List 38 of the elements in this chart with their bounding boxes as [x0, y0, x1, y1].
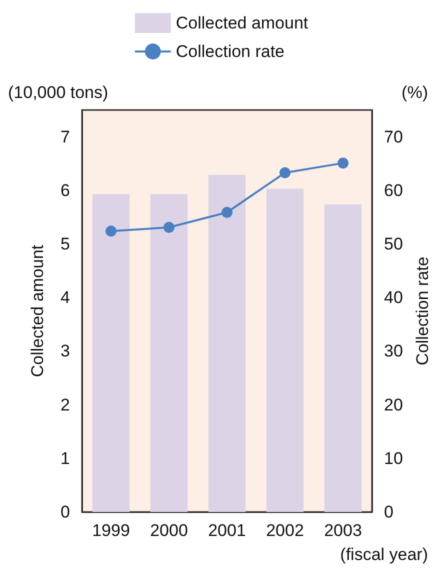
- y-axis-title: Collected amount: [28, 244, 47, 378]
- y2-tick-label: 40: [384, 288, 403, 308]
- x-tick-label: 2000: [150, 521, 188, 540]
- x-tick-label: 2002: [266, 521, 304, 540]
- y2-axis-title: Collection rate: [412, 256, 432, 366]
- y-tick-label: 0: [60, 502, 70, 522]
- y-tick-label: 2: [60, 395, 70, 414]
- y2-tick-label: 20: [384, 395, 403, 414]
- y-tick-label: 4: [60, 288, 70, 308]
- bar: [324, 204, 362, 512]
- x-tick-label: 2003: [324, 521, 362, 540]
- x-tick-label: 2001: [208, 521, 246, 540]
- bar: [150, 194, 188, 512]
- point: [280, 167, 290, 178]
- bar: [92, 194, 130, 512]
- legend-label: Collected amount: [176, 14, 308, 32]
- text: (10,000 tons): [8, 83, 108, 102]
- point: [222, 206, 232, 218]
- y2-tick-label: 50: [384, 234, 403, 254]
- y-tick-label: 7: [60, 127, 70, 146]
- y-tick-label: 5: [60, 234, 70, 254]
- point: [338, 158, 348, 169]
- point: [164, 222, 174, 233]
- y-tick-label: 1: [60, 448, 70, 468]
- legend-label: Collection rate: [176, 42, 285, 61]
- y2-tick-label: 0: [384, 502, 394, 522]
- y2-tick-label: 10: [384, 448, 403, 468]
- y2-tick-label: 60: [384, 180, 403, 200]
- y-tick-label: 6: [60, 180, 70, 200]
- bar: [208, 174, 246, 512]
- text: (%): [402, 83, 428, 102]
- y2-tick-label: 70: [384, 127, 403, 146]
- y2-tick-label: 30: [384, 342, 403, 361]
- text: (fiscal year): [340, 545, 428, 564]
- point: [106, 226, 116, 237]
- bar: [266, 188, 304, 512]
- y-tick-label: 3: [60, 342, 70, 361]
- x-tick-label: 1999: [92, 521, 130, 540]
